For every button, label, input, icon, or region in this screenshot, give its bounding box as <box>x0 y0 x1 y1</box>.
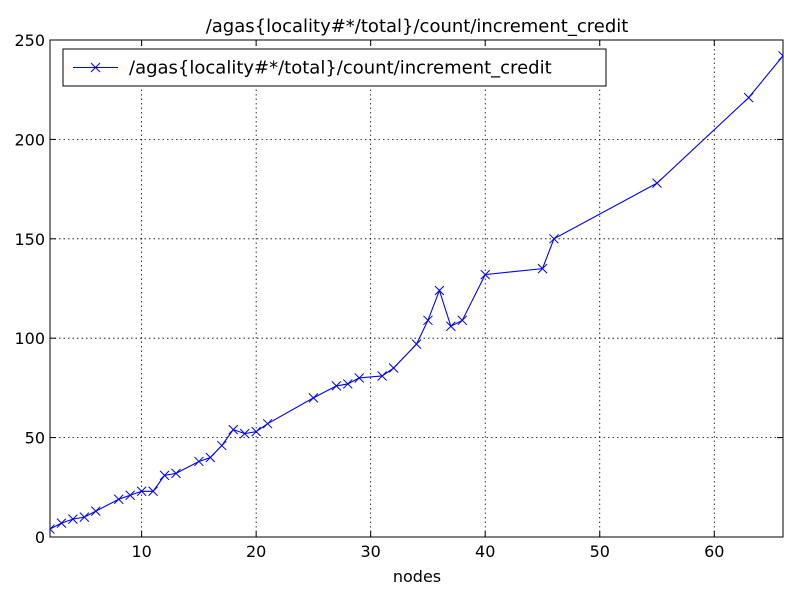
series-line <box>50 55 783 530</box>
y-tick-label: 150 <box>14 230 45 249</box>
data-point-marker <box>537 263 548 274</box>
chart-title: /agas{locality#*/total}/count/increment_… <box>206 16 629 37</box>
data-point-marker <box>354 373 365 383</box>
data-point-marker <box>434 285 445 296</box>
data-point-marker <box>423 315 433 326</box>
x-tick-label: 40 <box>475 542 495 561</box>
data-point-marker <box>549 233 559 244</box>
legend-box <box>62 48 607 87</box>
data-point-marker <box>50 524 55 534</box>
x-tick-label: 60 <box>704 542 724 561</box>
data-point-marker <box>148 486 158 497</box>
data-point-marker <box>411 339 422 350</box>
data-point-marker <box>251 426 262 437</box>
x-tick-label: 20 <box>246 542 266 561</box>
data-point-marker <box>342 379 353 389</box>
data-point-marker <box>377 371 387 381</box>
data-point-marker <box>262 418 273 429</box>
data-point-marker <box>446 321 456 332</box>
x-tick-label: 30 <box>361 542 381 561</box>
data-point-marker <box>171 468 181 479</box>
legend-marker <box>90 62 101 73</box>
x-tick-label: 10 <box>131 542 151 561</box>
legend-label: /agas{locality#*/total}/count/increment_… <box>129 58 552 79</box>
data-point-marker <box>194 456 204 467</box>
y-tick-label: 0 <box>35 528 45 547</box>
data-point-marker <box>68 514 78 524</box>
data-point-marker <box>205 452 216 463</box>
data-point-marker <box>308 392 319 403</box>
data-point-marker <box>125 490 136 501</box>
y-tick-label: 50 <box>25 429 45 448</box>
y-tick-label: 200 <box>14 130 45 149</box>
x-tick-label: 50 <box>590 542 610 561</box>
data-point-marker <box>56 518 67 528</box>
data-point-marker <box>331 381 342 391</box>
data-point-marker <box>113 494 124 505</box>
data-point-marker <box>480 269 491 280</box>
legend: /agas{locality#*/total}/count/increment_… <box>62 48 607 87</box>
data-point-marker <box>457 315 468 326</box>
data-point-marker <box>79 512 90 522</box>
data-point-marker <box>743 92 754 103</box>
plot-frame <box>49 39 784 538</box>
data-point-marker <box>159 470 170 481</box>
data-point-marker <box>136 486 147 497</box>
data-point-marker <box>778 51 783 61</box>
data-point-marker <box>216 440 227 451</box>
data-point-marker <box>388 363 399 373</box>
data-point-marker <box>228 424 239 435</box>
data-point-marker <box>90 506 101 517</box>
series-group <box>50 51 783 534</box>
data-point-marker <box>652 178 662 188</box>
data-point-marker <box>239 428 250 439</box>
plot-area: 10 20 30 40 50 60 0 50 100 150 200 250 <box>14 31 784 561</box>
x-axis-label: nodes <box>393 567 441 586</box>
y-tick-label: 100 <box>14 329 45 348</box>
y-tick-label: 250 <box>14 31 45 50</box>
